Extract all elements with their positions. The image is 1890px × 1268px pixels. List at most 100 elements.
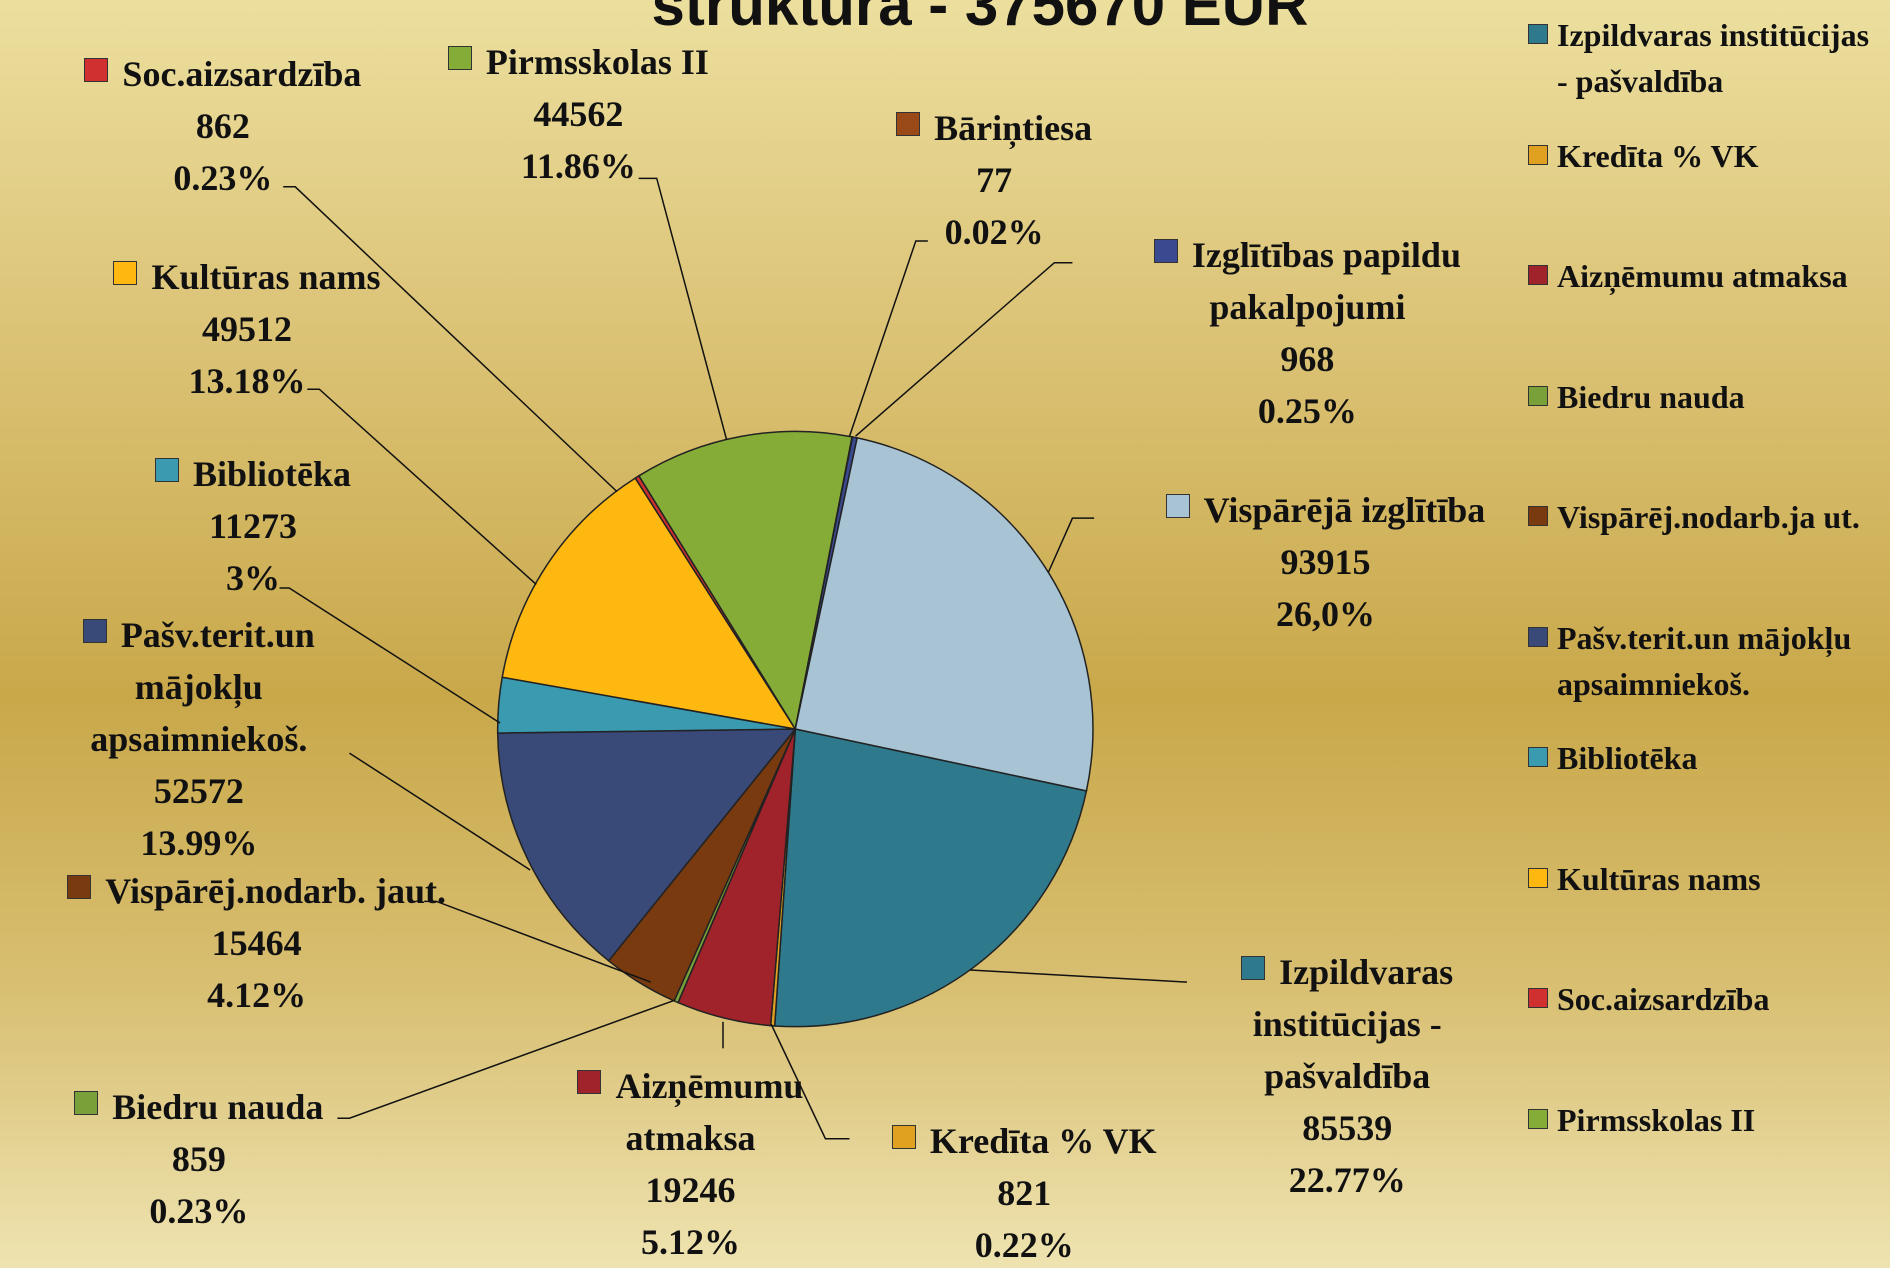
label-swatch [577,1070,602,1095]
chart-title: struktūra - 375670 EUR [651,0,1309,38]
data-label-name: Soc.aizsardzība [30,48,416,100]
data-label-name: Bāriņtiesa [850,102,1139,154]
leader-line [1047,517,1095,573]
leader-line [349,752,531,871]
data-label-name: Pašv.terit.un mājokļu apsaimniekoš. [24,609,373,765]
data-label-percent: 4.12% [207,975,307,1016]
leader-line [307,388,537,585]
label-swatch [1165,494,1190,519]
data-label-name: Izpildvaras institūcijas - pašvaldība [1166,946,1528,1102]
data-label-name: Kredīta % VK [844,1115,1206,1167]
label-swatch [447,46,472,71]
data-label-value: 44562 [533,94,624,135]
legend-swatch [1528,265,1548,286]
label-name: Kredīta % VK [929,1120,1157,1161]
label-name: Vispārējā izglītība [1203,490,1486,531]
legend-entry: Izpildvaras institūcijas - pašvaldība [1528,12,1883,104]
data-label: Pirmsskolas II 44562 11.86% [374,36,784,192]
legend-label: Soc.aizsardzība [1557,981,1770,1018]
leader-line [638,177,728,441]
data-label-value: 862 [195,106,250,147]
data-label-value: 49512 [202,308,293,349]
data-label-value: 821 [997,1172,1052,1213]
legend-label: Pašv.terit.un mājokļu apsaimniekoš. [1557,619,1852,702]
label-swatch [891,1124,916,1149]
legend-entry: Aizņēmumu atmaksa [1528,253,1883,299]
data-label: Bibliotēka 11273 3% [84,448,421,604]
pie-slice [496,728,797,962]
label-swatch [67,875,92,900]
data-label-percent: 3% [226,558,281,599]
data-label-percent: 26,0% [1275,594,1375,635]
data-label-percent: 11.86% [520,146,636,187]
data-label-name: Izglītības papildu pakalpojumi [1109,229,1507,333]
data-label: Kultūras nams 49512 13.18% [54,251,440,407]
legend-swatch [1528,144,1548,165]
legend-entry: Vispārēj.nodarb.ja ut. [1528,494,1883,540]
data-label-percent: 5.12% [640,1222,740,1263]
label-swatch [113,260,138,285]
data-label: Bāriņtiesa 77 0.02% [850,102,1139,258]
legend-entry: Pašv.terit.un mājokļu apsaimniekoš. [1528,615,1883,707]
data-label-percent: 0.22% [974,1224,1074,1265]
label-name: Kultūras nams [151,256,381,297]
leader-line [848,240,928,437]
legend-swatch [1528,24,1548,45]
data-label-percent: 0.02% [944,212,1044,253]
data-label: Soc.aizsardzība 862 0.23% [30,48,416,204]
data-label-name: Pirmsskolas II [374,36,784,88]
data-label-name: Biedru nauda [18,1081,380,1133]
legend-label: Biedru nauda [1557,378,1745,415]
data-label-percent: 0.25% [1257,390,1357,431]
data-label-name: Vispārēj.nodarb. jaut. [58,865,456,917]
data-label-name: Vispārējā izglītība [1109,484,1543,536]
label-name: Soc.aizsardzība [122,54,362,95]
label-swatch [1241,955,1266,980]
leader-line [424,900,651,983]
label-name: Vispārēj.nodarb. jaut. [105,871,446,912]
legend-label: Vispārēj.nodarb.ja ut. [1557,499,1860,536]
label-name: Pašv.terit.un mājokļu apsaimniekoš. [90,614,315,759]
label-name: Pirmsskolas II [485,42,709,83]
leader-line [279,587,501,724]
legend-entry: Bibliotēka [1528,735,1883,781]
label-swatch [84,58,109,83]
label-name: Biedru nauda [112,1086,324,1127]
legend-label: Kultūras nams [1557,860,1761,897]
pie-slice [637,430,853,732]
legend-label: Aizņēmumu atmaksa [1557,258,1848,295]
pie-slice [794,437,1094,792]
data-label-percent: 13.99% [140,822,258,863]
data-label-percent: 0.23% [173,158,273,199]
label-swatch [155,458,180,483]
data-label: Izpildvaras institūcijas - pašvaldība 855… [1166,946,1528,1206]
label-swatch [1153,238,1178,263]
data-label: Biedru nauda 859 0.23% [18,1081,380,1237]
label-name: Bāriņtiesa [934,108,1093,149]
data-label-value: 85539 [1302,1107,1393,1148]
data-label: Vispārēj.nodarb. jaut. 15464 4.12% [58,865,456,1021]
leader-line [969,969,1187,983]
label-name: Aizņēmumu atmaksa [615,1066,804,1159]
legend-swatch [1528,988,1548,1009]
data-label-percent: 0.23% [149,1190,249,1231]
data-label: Kredīta % VK 821 0.22% [844,1115,1206,1268]
data-label-value: 52572 [153,770,244,811]
legend-swatch [1528,1108,1548,1129]
data-label-value: 93915 [1280,542,1371,583]
data-label-value: 19246 [645,1170,736,1211]
legend-swatch [1528,747,1548,768]
pie-slice [773,728,1088,1028]
leader-line [770,1023,850,1140]
label-name: Izglītības papildu pakalpojumi [1191,234,1461,327]
label-name: Bibliotēka [193,454,352,495]
data-label: Izglītības papildu pakalpojumi 968 0.25% [1109,229,1507,437]
leader-line [337,999,676,1119]
data-label: Aizņēmumu atmaksa 19246 5.12% [534,1060,847,1268]
leader-line [283,186,618,493]
data-label-value: 77 [976,160,1013,201]
data-label-value: 15464 [211,923,302,964]
legend-swatch [1528,506,1548,527]
data-label-name: Aizņēmumu atmaksa [534,1060,847,1164]
